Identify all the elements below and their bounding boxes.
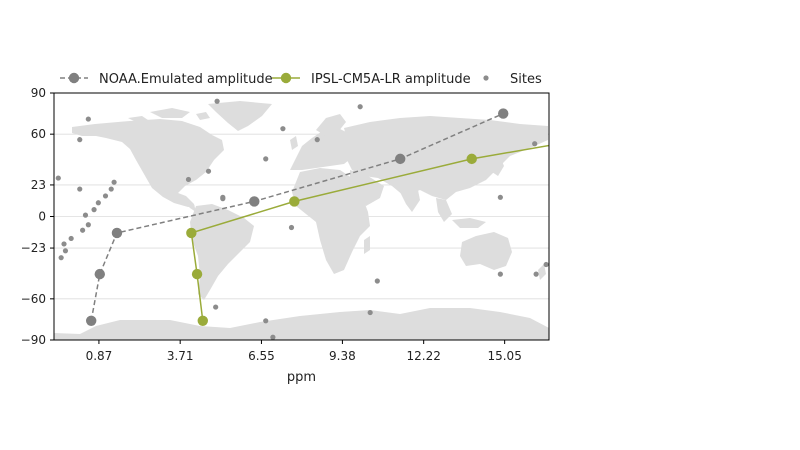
- ipsl-point-0: [197, 315, 208, 326]
- site-point-11: [102, 193, 109, 199]
- site-point-16: [185, 176, 192, 183]
- legend-ipsl-label: IPSL-CM5A-LR amplitude: [311, 72, 471, 87]
- ipsl-point-5: [570, 136, 580, 146]
- y-tick-label-5: −60: [21, 292, 46, 306]
- site-point-30: [374, 278, 380, 284]
- y-tick-label-4: −23: [21, 241, 46, 255]
- site-point-37: [546, 75, 551, 80]
- site-point-13: [111, 179, 117, 185]
- x-tick-label-5: 15.05: [487, 349, 521, 363]
- site-point-6: [80, 227, 86, 233]
- x-tick-label-0: 0.87: [86, 349, 113, 363]
- noaa-series-line: [90, 112, 504, 321]
- y-tick-label-1: 60: [31, 127, 46, 141]
- land-uk: [290, 136, 298, 150]
- site-point-25: [280, 126, 286, 132]
- x-tick-label-3: 9.38: [329, 349, 356, 363]
- land-japan: [492, 156, 504, 176]
- noaa-point-1: [94, 268, 105, 280]
- noaa-point-5: [498, 108, 509, 119]
- land-australia: [460, 232, 512, 270]
- world-map-background: [54, 101, 549, 340]
- land-madagascar: [364, 236, 370, 254]
- noaa-point-0: [85, 315, 97, 326]
- legend: NOAA.Emulated amplitude IPSL-CM5A-LR ampl…: [60, 72, 542, 87]
- ipsl-point-4: [466, 153, 477, 165]
- site-point-35: [533, 271, 539, 277]
- site-point-1: [58, 255, 64, 261]
- site-point-32: [497, 194, 503, 200]
- x-axis-label: ppm: [287, 370, 316, 385]
- ipsl-point-2: [186, 227, 197, 239]
- site-point-18: [213, 304, 219, 310]
- site-point-8: [85, 222, 91, 228]
- legend-ipsl-marker: [280, 72, 292, 84]
- site-point-0: [55, 175, 61, 181]
- land-asia: [344, 116, 548, 200]
- site-point-14: [85, 116, 91, 122]
- legend-sites-marker: [483, 75, 489, 81]
- data-layer: [55, 75, 580, 340]
- legend-noaa-marker: [68, 72, 80, 84]
- site-point-3: [62, 248, 69, 254]
- site-point-7: [82, 212, 89, 218]
- x-tick-label-1: 3.71: [167, 349, 194, 363]
- site-point-24: [270, 334, 276, 340]
- site-point-26: [288, 224, 295, 231]
- site-point-31: [497, 271, 503, 277]
- land-central-america: [178, 193, 196, 212]
- land-north-america: [72, 119, 224, 207]
- x-tick-label-2: 6.55: [248, 349, 275, 363]
- y-tick-label-6: −90: [21, 333, 46, 347]
- site-point-21: [220, 194, 226, 200]
- site-point-4: [68, 235, 74, 242]
- noaa-point-4: [395, 153, 406, 165]
- y-tick-label-0: 90: [31, 86, 46, 100]
- land-africa: [292, 168, 370, 274]
- land-scandinavia: [316, 114, 346, 136]
- ipsl-series-line: [190, 144, 549, 321]
- site-point-22: [263, 156, 269, 162]
- site-point-34: [532, 141, 538, 147]
- land-south-america: [190, 204, 254, 300]
- land-india: [400, 190, 420, 212]
- x-tick-label-4: 12.22: [406, 349, 440, 363]
- ipsl-point-1: [191, 268, 203, 280]
- axes: 90 60 23 0 −23 −60 −90 0.87 3.71 6.55 9.38 12.22 15.…: [21, 86, 550, 385]
- land-greenland: [208, 101, 272, 131]
- land-europe: [290, 128, 358, 170]
- ipsl-point-3: [289, 196, 300, 207]
- noaa-point-3: [249, 196, 260, 207]
- site-point-9: [91, 207, 97, 213]
- site-point-29: [367, 309, 373, 316]
- site-point-10: [95, 200, 101, 206]
- y-tick-label-3: 0: [38, 210, 46, 224]
- grid-lines: [54, 133, 549, 300]
- legend-noaa-label: NOAA.Emulated amplitude: [99, 72, 273, 87]
- site-point-2: [61, 241, 67, 247]
- site-point-23: [263, 318, 269, 324]
- site-point-36: [543, 261, 549, 268]
- land-arctic-islands: [128, 108, 210, 122]
- legend-sites-label: Sites: [510, 72, 542, 87]
- site-point-5: [77, 137, 83, 143]
- site-point-17: [205, 168, 212, 174]
- site-point-28: [357, 104, 363, 110]
- land-southeast-asia: [436, 198, 486, 228]
- site-point-27: [314, 137, 320, 143]
- site-point-12: [108, 186, 114, 192]
- site-point-15: [77, 186, 83, 192]
- site-point-19: [214, 98, 220, 104]
- noaa-point-2: [111, 227, 123, 239]
- land-new-zealand: [538, 264, 546, 280]
- land-antarctica: [54, 308, 549, 340]
- y-tick-label-2: 23: [31, 178, 46, 192]
